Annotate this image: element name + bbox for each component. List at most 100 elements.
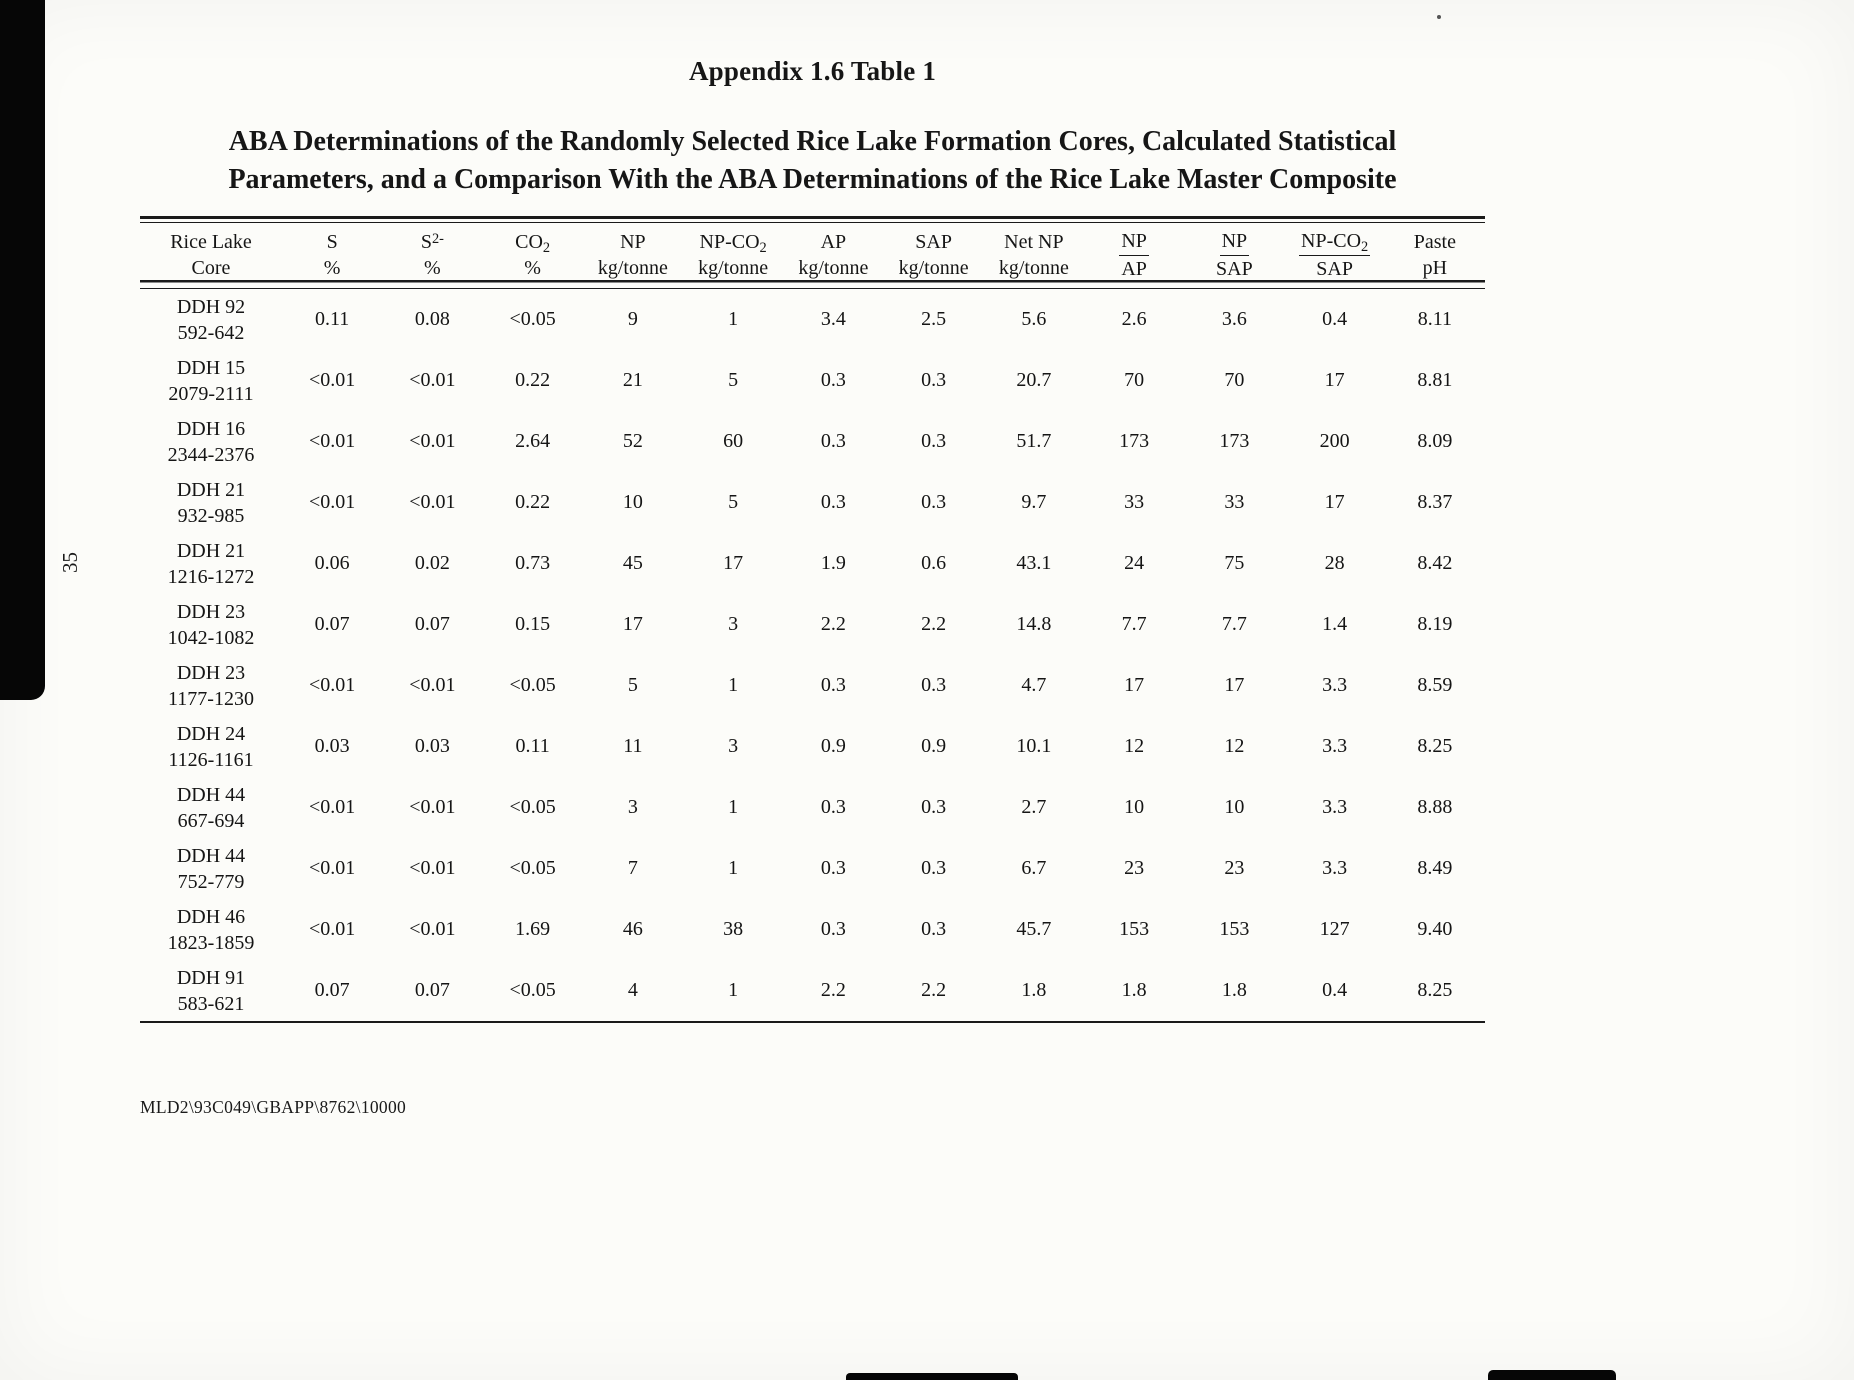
column-header: Paste pH bbox=[1384, 223, 1485, 290]
value-cell: 0.4 bbox=[1322, 308, 1348, 331]
table-wrap: Rice Lake Core S% S2-% CO2% NP kg/tonne NP-CO2 k… bbox=[140, 216, 1485, 1024]
value-cell: 153 bbox=[1219, 918, 1250, 941]
value-cell: 10 bbox=[1124, 796, 1145, 819]
core-cell: DDH 23 1177-1230 bbox=[168, 661, 254, 710]
value-cell: 0.3 bbox=[820, 674, 846, 697]
value-cell: 8.25 bbox=[1417, 979, 1453, 1002]
value-cell: 0.3 bbox=[921, 674, 947, 697]
value-cell: 0.3 bbox=[921, 491, 947, 514]
value-cell: 0.3 bbox=[820, 857, 846, 880]
value-cell: 0.02 bbox=[414, 552, 450, 575]
value-cell: 4 bbox=[627, 979, 638, 1002]
value-cell: 17 bbox=[723, 552, 744, 575]
value-cell: 12 bbox=[1224, 735, 1245, 758]
value-cell: 0.3 bbox=[820, 369, 846, 392]
core-cell: DDH 44 667-694 bbox=[176, 783, 246, 832]
value-cell: 173 bbox=[1219, 430, 1250, 453]
value-cell: <0.01 bbox=[308, 857, 356, 880]
value-cell: 70 bbox=[1224, 369, 1245, 392]
value-cell: 0.3 bbox=[921, 857, 947, 880]
value-cell: <0.01 bbox=[308, 918, 356, 941]
value-cell: 17 bbox=[1324, 491, 1345, 514]
value-cell: 51.7 bbox=[1016, 430, 1052, 453]
value-cell: 4.7 bbox=[1021, 674, 1047, 697]
value-cell: 17 bbox=[622, 613, 643, 636]
value-cell: 0.9 bbox=[921, 735, 947, 758]
value-cell: 0.15 bbox=[515, 613, 551, 636]
value-cell: <0.05 bbox=[509, 308, 556, 331]
core-cell: DDH 21 1216-1272 bbox=[167, 539, 255, 588]
value-cell: 9.40 bbox=[1417, 918, 1453, 941]
value-cell: 8.09 bbox=[1417, 430, 1453, 453]
value-cell: 0.3 bbox=[921, 918, 947, 941]
value-cell: 17 bbox=[1224, 674, 1245, 697]
value-cell: 70 bbox=[1124, 369, 1145, 392]
value-cell: 38 bbox=[723, 918, 744, 941]
page-title: Appendix 1.6 Table 1 bbox=[688, 56, 937, 86]
value-cell: <0.01 bbox=[409, 857, 456, 880]
value-cell: 0.03 bbox=[314, 735, 350, 758]
value-cell: 127 bbox=[1319, 918, 1350, 941]
value-cell: 0.07 bbox=[314, 979, 350, 1002]
table-row: DDH 23 1177-1230 <0.01 <0.01 <0.05 5 1 0.3 0.3 4.… bbox=[140, 655, 1485, 716]
value-cell: 3.3 bbox=[1322, 857, 1348, 880]
value-cell: 0.3 bbox=[820, 796, 846, 819]
value-cell: 10.1 bbox=[1016, 735, 1052, 758]
column-header: SAP kg/tonne bbox=[883, 223, 984, 290]
value-cell: 1.4 bbox=[1322, 613, 1348, 636]
core-cell: DDH 92 592-642 bbox=[176, 295, 246, 344]
value-cell: 0.11 bbox=[314, 308, 350, 331]
value-cell: 1.8 bbox=[1021, 979, 1047, 1002]
table-caption-line: Parameters, and a Comparison With the AB… bbox=[228, 164, 1397, 196]
value-cell: 3.3 bbox=[1322, 796, 1348, 819]
value-cell: 0.6 bbox=[921, 552, 947, 575]
value-cell: 2.2 bbox=[820, 613, 846, 636]
value-cell: 0.3 bbox=[921, 369, 947, 392]
value-cell: 10 bbox=[622, 491, 643, 514]
core-cell: DDH 46 1823-1859 bbox=[167, 905, 255, 954]
value-cell: 0.22 bbox=[515, 491, 551, 514]
document-id: MLD2\93C049\GBAPP\8762\10000 bbox=[140, 1097, 407, 1118]
value-cell: 9.7 bbox=[1021, 491, 1047, 514]
table-row: DDH 15 2079-2111 <0.01 <0.01 0.22 21 5 0.3 0.3 20… bbox=[140, 350, 1485, 411]
value-cell: 8.88 bbox=[1417, 796, 1453, 819]
value-cell: 12 bbox=[1124, 735, 1145, 758]
value-cell: 14.8 bbox=[1016, 613, 1052, 636]
value-cell: <0.01 bbox=[409, 430, 456, 453]
core-cell: DDH 21 932-985 bbox=[176, 478, 246, 527]
table-header: Rice Lake Core S% S2-% CO2% NP kg/tonne NP-CO2 k… bbox=[140, 223, 1485, 290]
core-cell: DDH 23 1042-1082 bbox=[167, 600, 255, 649]
table-row: DDH 46 1823-1859 <0.01 <0.01 1.69 46 38 0.3 0.3 4… bbox=[140, 899, 1485, 960]
value-cell: 5.6 bbox=[1021, 308, 1047, 331]
table-row: DDH 92 592-642 0.11 0.08 <0.05 9 1 3.4 2.5 5.6 2.6… bbox=[140, 289, 1485, 350]
value-cell: 24 bbox=[1124, 552, 1145, 575]
value-cell: 7 bbox=[627, 857, 638, 880]
value-cell: 1.8 bbox=[1221, 979, 1247, 1002]
value-cell: 8.49 bbox=[1417, 857, 1453, 880]
column-header: AP kg/tonne bbox=[783, 223, 884, 290]
value-cell: 0.07 bbox=[314, 613, 350, 636]
value-cell: <0.05 bbox=[509, 796, 556, 819]
value-cell: 5 bbox=[728, 369, 739, 392]
value-cell: 3.3 bbox=[1322, 674, 1348, 697]
column-header: NP AP bbox=[1084, 223, 1185, 290]
aba-table: Rice Lake Core S% S2-% CO2% NP kg/tonne NP-CO2 k… bbox=[140, 222, 1485, 1024]
value-cell: 28 bbox=[1324, 552, 1345, 575]
table-row: DDH 44 752-779 <0.01 <0.01 <0.05 7 1 0.3 0.3 6.7 2… bbox=[140, 838, 1485, 899]
value-cell: 5 bbox=[627, 674, 638, 697]
table-row: DDH 21 1216-1272 0.06 0.02 0.73 45 17 1.9 0.6 43.… bbox=[140, 533, 1485, 594]
value-cell: 20.7 bbox=[1016, 369, 1052, 392]
value-cell: 8.25 bbox=[1417, 735, 1453, 758]
value-cell: 0.03 bbox=[414, 735, 450, 758]
column-header: NP SAP bbox=[1184, 223, 1285, 290]
column-header: S% bbox=[282, 223, 383, 290]
value-cell: 9 bbox=[627, 308, 638, 331]
table-row: DDH 91 583-621 0.07 0.07 <0.05 4 1 2.2 2.2 1.8 1.8… bbox=[140, 960, 1485, 1021]
scan-artifact-speck bbox=[1437, 15, 1441, 19]
value-cell: 2.5 bbox=[921, 308, 947, 331]
value-cell: <0.01 bbox=[308, 369, 356, 392]
value-cell: 52 bbox=[622, 430, 643, 453]
value-cell: 10 bbox=[1224, 796, 1245, 819]
value-cell: <0.05 bbox=[509, 857, 556, 880]
